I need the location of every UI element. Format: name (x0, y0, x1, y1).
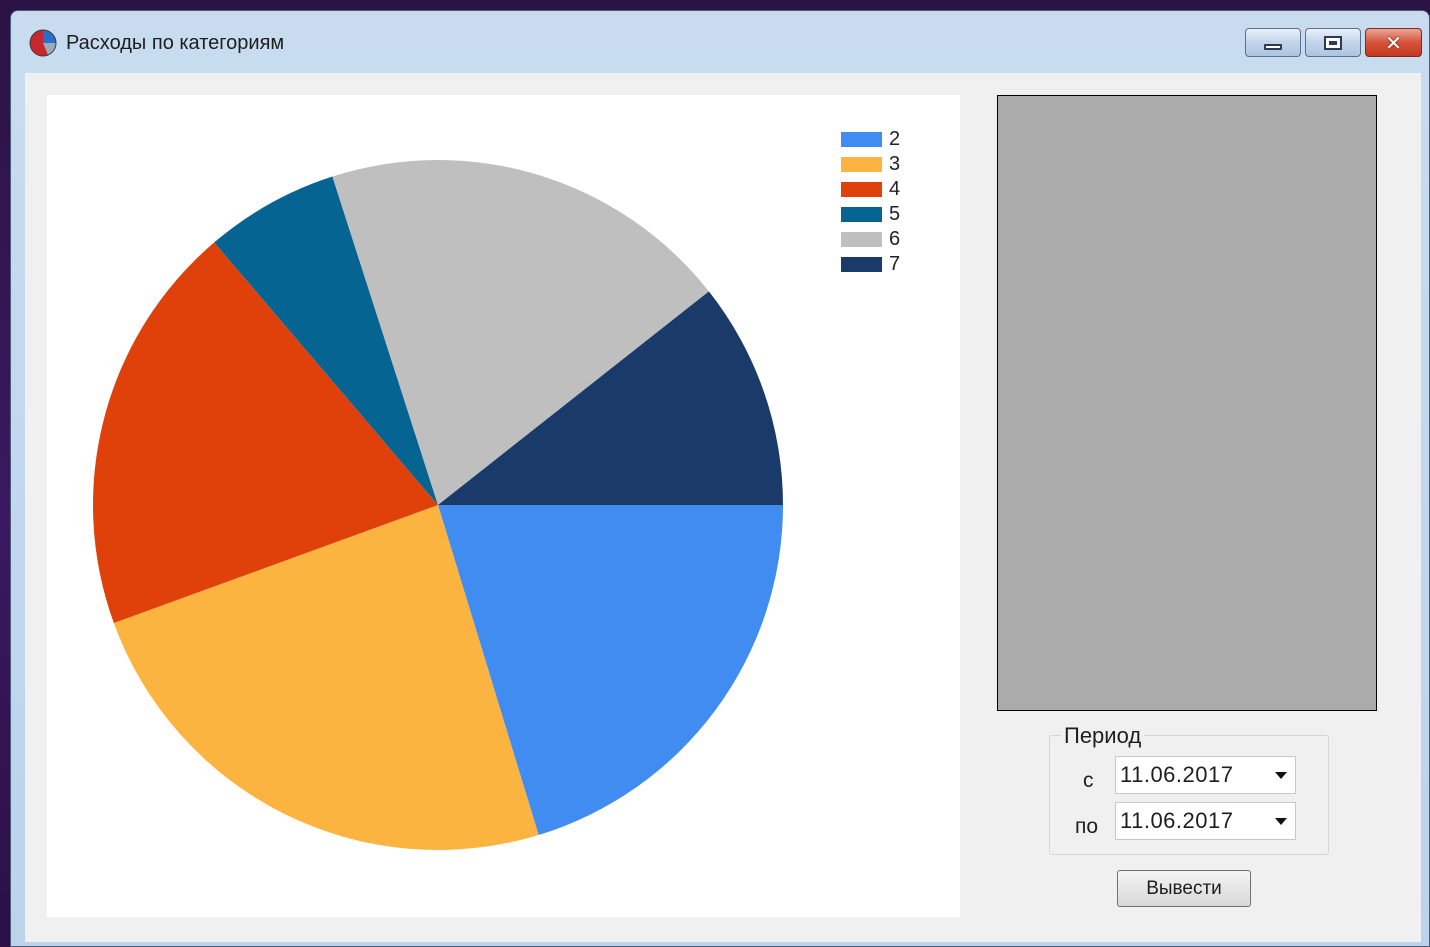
legend-label: 7 (889, 253, 901, 275)
chart-panel: 2 3 4 5 6 7 (47, 95, 960, 917)
minimize-button[interactable] (1245, 28, 1301, 57)
to-date-value: 11.06.2017 (1120, 808, 1234, 833)
minimize-icon (1264, 43, 1282, 50)
from-label: с (1083, 769, 1094, 792)
legend-swatch (841, 207, 882, 222)
legend-swatch (841, 232, 882, 247)
client-area: 2 3 4 5 6 7 Период с 11.06.2017 по 11.06.2017… (25, 73, 1421, 942)
period-group-label: Период (1061, 723, 1145, 749)
window-title: Расходы по категориям (66, 32, 285, 54)
pie-slice-7 (438, 291, 783, 505)
from-date-picker[interactable]: 11.06.2017 (1115, 756, 1296, 794)
pie-chart (93, 159, 783, 850)
legend-swatch (841, 182, 882, 197)
title-bar[interactable]: Расходы по категориям ✕ (11, 11, 1429, 73)
legend-swatch (841, 157, 882, 172)
close-icon: ✕ (1385, 30, 1402, 55)
maximize-button[interactable] (1305, 28, 1361, 57)
period-group (1049, 735, 1329, 855)
legend-label: 2 (889, 128, 901, 150)
app-window: Расходы по категориям ✕ 2 3 4 5 6 7 Период с … (10, 10, 1430, 947)
chevron-down-icon[interactable] (1275, 818, 1287, 825)
legend-label: 3 (889, 153, 901, 175)
restore-icon (1324, 35, 1342, 50)
pie-chart-app-icon (29, 29, 57, 57)
legend-label: 5 (889, 203, 901, 225)
legend-label: 4 (889, 178, 901, 200)
legend-swatch (841, 132, 882, 147)
to-label: по (1075, 815, 1099, 838)
pie-slice-2 (438, 505, 783, 835)
pie-slice-5 (214, 176, 438, 505)
show-button[interactable]: Вывести (1117, 870, 1251, 907)
pie-slice-3 (113, 505, 539, 850)
pie-slice-6 (332, 159, 709, 505)
legend-label: 6 (889, 228, 901, 250)
from-date-value: 11.06.2017 (1120, 762, 1234, 787)
preview-panel (997, 95, 1377, 711)
pie-slice-4 (93, 242, 439, 623)
chevron-down-icon[interactable] (1275, 772, 1287, 779)
close-button[interactable]: ✕ (1365, 28, 1422, 57)
legend-swatch (841, 257, 882, 272)
to-date-picker[interactable]: 11.06.2017 (1115, 802, 1296, 840)
